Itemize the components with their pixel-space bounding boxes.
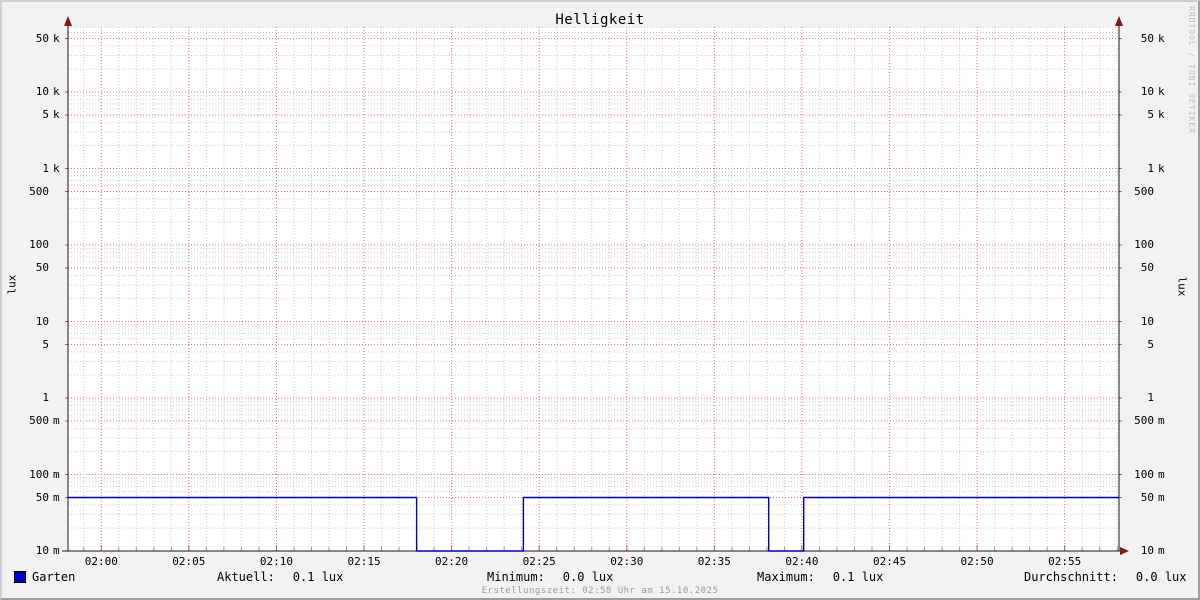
- x-tick-label: 02:15: [347, 555, 381, 568]
- stat-aktuell-label: Aktuell:: [217, 570, 275, 584]
- stat-minimum-value: 0.0 lux: [562, 570, 614, 584]
- x-tick-label: 02:25: [522, 555, 556, 568]
- x-tick-label: 02:40: [785, 555, 819, 568]
- arrow-up-right-icon: [1115, 16, 1123, 26]
- arrow-up-left-icon: [64, 16, 72, 26]
- stat-maximum: Maximum: 0.1 lux: [757, 570, 883, 584]
- stat-aktuell: Aktuell: 0.1 lux: [217, 570, 343, 584]
- rrdtool-watermark: RRDTOOL / TOBI OETIKER: [1187, 6, 1196, 134]
- stat-minimum-label: Minimum:: [487, 570, 545, 584]
- x-tick-label: 02:55: [1048, 555, 1082, 568]
- legend-swatch: [14, 571, 26, 583]
- canvas-rect: [68, 27, 1119, 551]
- stat-durchschnitt-value: 0.0 lux: [1135, 570, 1187, 584]
- x-tick-label: 02:45: [872, 555, 907, 568]
- x-tick-label: 02:10: [259, 555, 293, 568]
- chart-title: Helligkeit: [555, 12, 645, 28]
- stat-durchschnitt: Durchschnitt: 0.0 lux: [1024, 570, 1187, 584]
- series-line-garten: [68, 496, 1119, 552]
- x-tick-label: 02:20: [435, 555, 469, 568]
- x-tick-label: 02:30: [610, 555, 644, 568]
- legend-series-label: Garten: [32, 570, 76, 584]
- x-tick-label: 02:50: [960, 555, 994, 568]
- x-tick-label: 02:05: [172, 555, 206, 568]
- x-tick-label: 02:00: [84, 555, 118, 568]
- x-tick-label: 02:35: [697, 555, 731, 568]
- creation-timestamp: Erstellungszeit: 02:58 Uhr am 15.10.2025: [481, 586, 719, 596]
- arrow-right-icon: [1120, 547, 1129, 555]
- legend-row: Garten Aktuell: 0.1 lux Minimum: 0.0 lux M…: [2, 570, 1198, 585]
- stat-aktuell-value: 0.1 lux: [292, 570, 344, 584]
- stat-durchschnitt-label: Durchschnitt:: [1024, 570, 1118, 584]
- stat-maximum-value: 0.1 lux: [832, 570, 884, 584]
- stat-maximum-label: Maximum:: [757, 570, 815, 584]
- stat-minimum: Minimum: 0.0 lux: [487, 570, 613, 584]
